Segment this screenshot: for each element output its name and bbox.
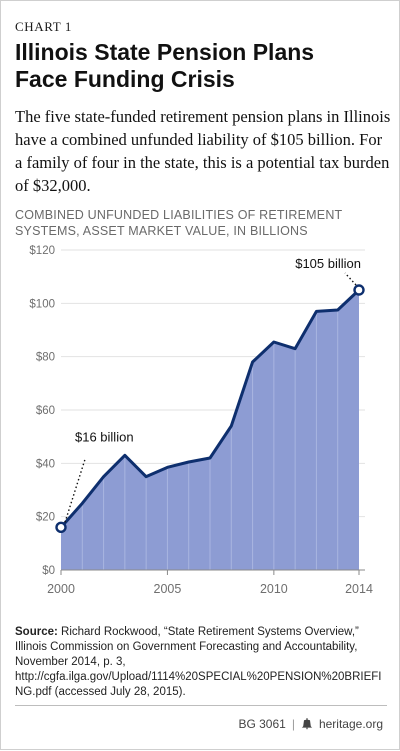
data-line <box>59 288 361 529</box>
chart-kicker: CHART 1 <box>15 19 72 34</box>
chart-heading: COMBINED UNFUNDED LIABILITIES OF RETIREM… <box>15 207 393 239</box>
source-label: Source: <box>15 626 58 638</box>
chart-heading-line-2: SYSTEMS, ASSET MARKET VALUE, IN BILLIONS <box>15 224 308 238</box>
line-layer <box>59 288 361 529</box>
chart-heading-line-1: COMBINED UNFUNDED LIABILITIES OF RETIREM… <box>15 208 343 222</box>
x-tick-label: 2014 <box>345 582 373 596</box>
annotation-label-end: $105 billion <box>295 256 361 271</box>
liberty-bell-icon <box>301 718 313 730</box>
data-point-start <box>55 521 67 534</box>
annotation-leader-end <box>344 272 357 286</box>
source-note: Source: Richard Rockwood, “State Retirem… <box>15 625 389 700</box>
y-tick-label: $100 <box>29 298 55 310</box>
y-tick-label: $0 <box>42 565 55 577</box>
source-text: Richard Rockwood, “State Retirement Syst… <box>15 626 382 698</box>
y-tick-label: $60 <box>36 405 55 417</box>
y-tick-label: $120 <box>29 245 55 257</box>
x-tick-labels: 2000 2005 2010 2014 <box>47 582 373 596</box>
title-line-1: Illinois State Pension Plans <box>15 39 315 65</box>
footer-separator: | <box>291 717 295 731</box>
y-tick-label: $20 <box>36 512 55 524</box>
footer: BG 3061 | heritage.org <box>238 717 383 731</box>
y-tick-label: $80 <box>36 352 55 364</box>
x-tick-label: 2000 <box>47 582 75 596</box>
chart-subtitle: The five state-funded retirement pension… <box>15 107 391 195</box>
axes <box>60 569 365 575</box>
y-tick-labels: $0 $20 $40 $60 $80 $100 $120 <box>29 245 55 577</box>
grid-lines <box>61 249 365 571</box>
area-fill <box>61 290 359 570</box>
footer-divider <box>15 705 387 706</box>
x-tick-label: 2005 <box>154 582 182 596</box>
annotation-leader-start <box>64 459 86 523</box>
report-code: BG 3061 <box>238 717 286 731</box>
data-point-end <box>353 284 365 296</box>
annotations: $16 billion $105 billion <box>55 256 365 534</box>
x-tick-label: 2010 <box>260 582 288 596</box>
page-title: Illinois State Pension Plans Face Fundin… <box>15 39 387 93</box>
year-stripes <box>81 310 339 570</box>
annotation-label-start: $16 billion <box>75 429 134 444</box>
site-link[interactable]: heritage.org <box>318 717 383 731</box>
title-line-2: Face Funding Crisis <box>15 66 235 92</box>
area-layer <box>61 290 359 570</box>
y-tick-label: $40 <box>36 458 55 470</box>
